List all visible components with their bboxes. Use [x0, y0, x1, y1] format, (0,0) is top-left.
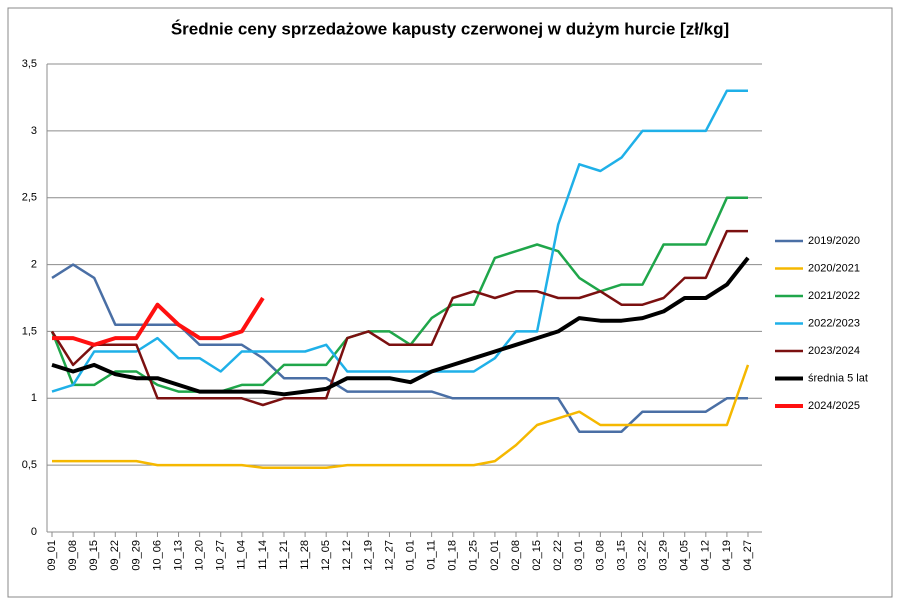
x-tick-label: 09_01: [46, 540, 58, 571]
x-tick-label: 02_15: [531, 540, 543, 571]
legend-label: 2021/2022: [808, 290, 860, 302]
x-tick-label: 01_25: [468, 540, 480, 571]
y-tick-label: 2: [31, 258, 37, 270]
y-tick-label: 1,5: [22, 325, 37, 337]
x-tick-label: 10_20: [194, 540, 206, 571]
y-tick-label: 2,5: [22, 192, 37, 204]
series-line: [50, 196, 748, 393]
x-tick-label: 10_13: [172, 540, 184, 571]
legend-label: 2020/2021: [808, 262, 860, 274]
x-tick-label: 09_15: [88, 540, 100, 571]
series-line: [51, 89, 748, 393]
series-line: [50, 229, 748, 407]
series-line: [51, 263, 748, 433]
x-tick-label: 03_29: [658, 540, 670, 571]
chart-title: Średnie ceny sprzedażowe kapusty czerwon…: [171, 19, 729, 38]
x-tick-label: 12_27: [383, 540, 395, 571]
series-line: [51, 256, 750, 397]
legend-label: średnia 5 lat: [808, 372, 868, 384]
legend-label: 2024/2025: [808, 400, 860, 412]
x-tick-label: 12_05: [320, 540, 332, 571]
x-tick-label: 04_05: [679, 540, 691, 571]
x-tick-label: 04_19: [721, 540, 733, 571]
x-tick-label: 09_29: [130, 540, 142, 571]
y-tick-label: 1: [31, 392, 37, 404]
x-tick-label: 04_12: [700, 540, 712, 571]
x-tick-label: 11_04: [236, 540, 248, 570]
x-tick-label: 03_22: [636, 540, 648, 571]
y-tick-label: 0,5: [22, 459, 37, 471]
x-tick-label: 01_01: [404, 540, 416, 571]
x-tick-label: 12_19: [362, 540, 374, 571]
x-tick-label: 12_12: [341, 540, 353, 571]
x-tick-label: 10_06: [151, 540, 163, 571]
x-tick-label: 03_15: [615, 540, 627, 571]
x-tick-label: 02_08: [510, 540, 522, 571]
x-tick-label: 02_01: [489, 540, 501, 571]
x-tick-label: 11_28: [299, 540, 311, 570]
x-tick-label: 09_22: [109, 540, 121, 571]
y-tick-label: 3,5: [22, 58, 37, 70]
legend-label: 2023/2024: [808, 345, 860, 357]
x-tick-label: 11_14: [257, 540, 269, 570]
legend-label: 2022/2023: [808, 317, 860, 329]
series-line: [52, 296, 265, 347]
y-tick-label: 0: [31, 526, 37, 538]
x-tick-label: 11_21: [278, 540, 290, 570]
x-tick-label: 03_08: [594, 540, 606, 571]
x-tick-label: 04_27: [742, 540, 754, 571]
x-tick-label: 10_27: [215, 540, 227, 571]
series-line: [52, 364, 750, 470]
x-tick-label: 02_22: [552, 540, 564, 571]
y-tick-label: 3: [31, 125, 37, 137]
x-tick-label: 03_01: [573, 540, 585, 571]
legend-label: 2019/2020: [808, 235, 860, 247]
x-tick-label: 09_08: [67, 540, 79, 571]
x-tick-label: 01_18: [447, 540, 459, 571]
x-tick-label: 01_11: [426, 540, 438, 570]
